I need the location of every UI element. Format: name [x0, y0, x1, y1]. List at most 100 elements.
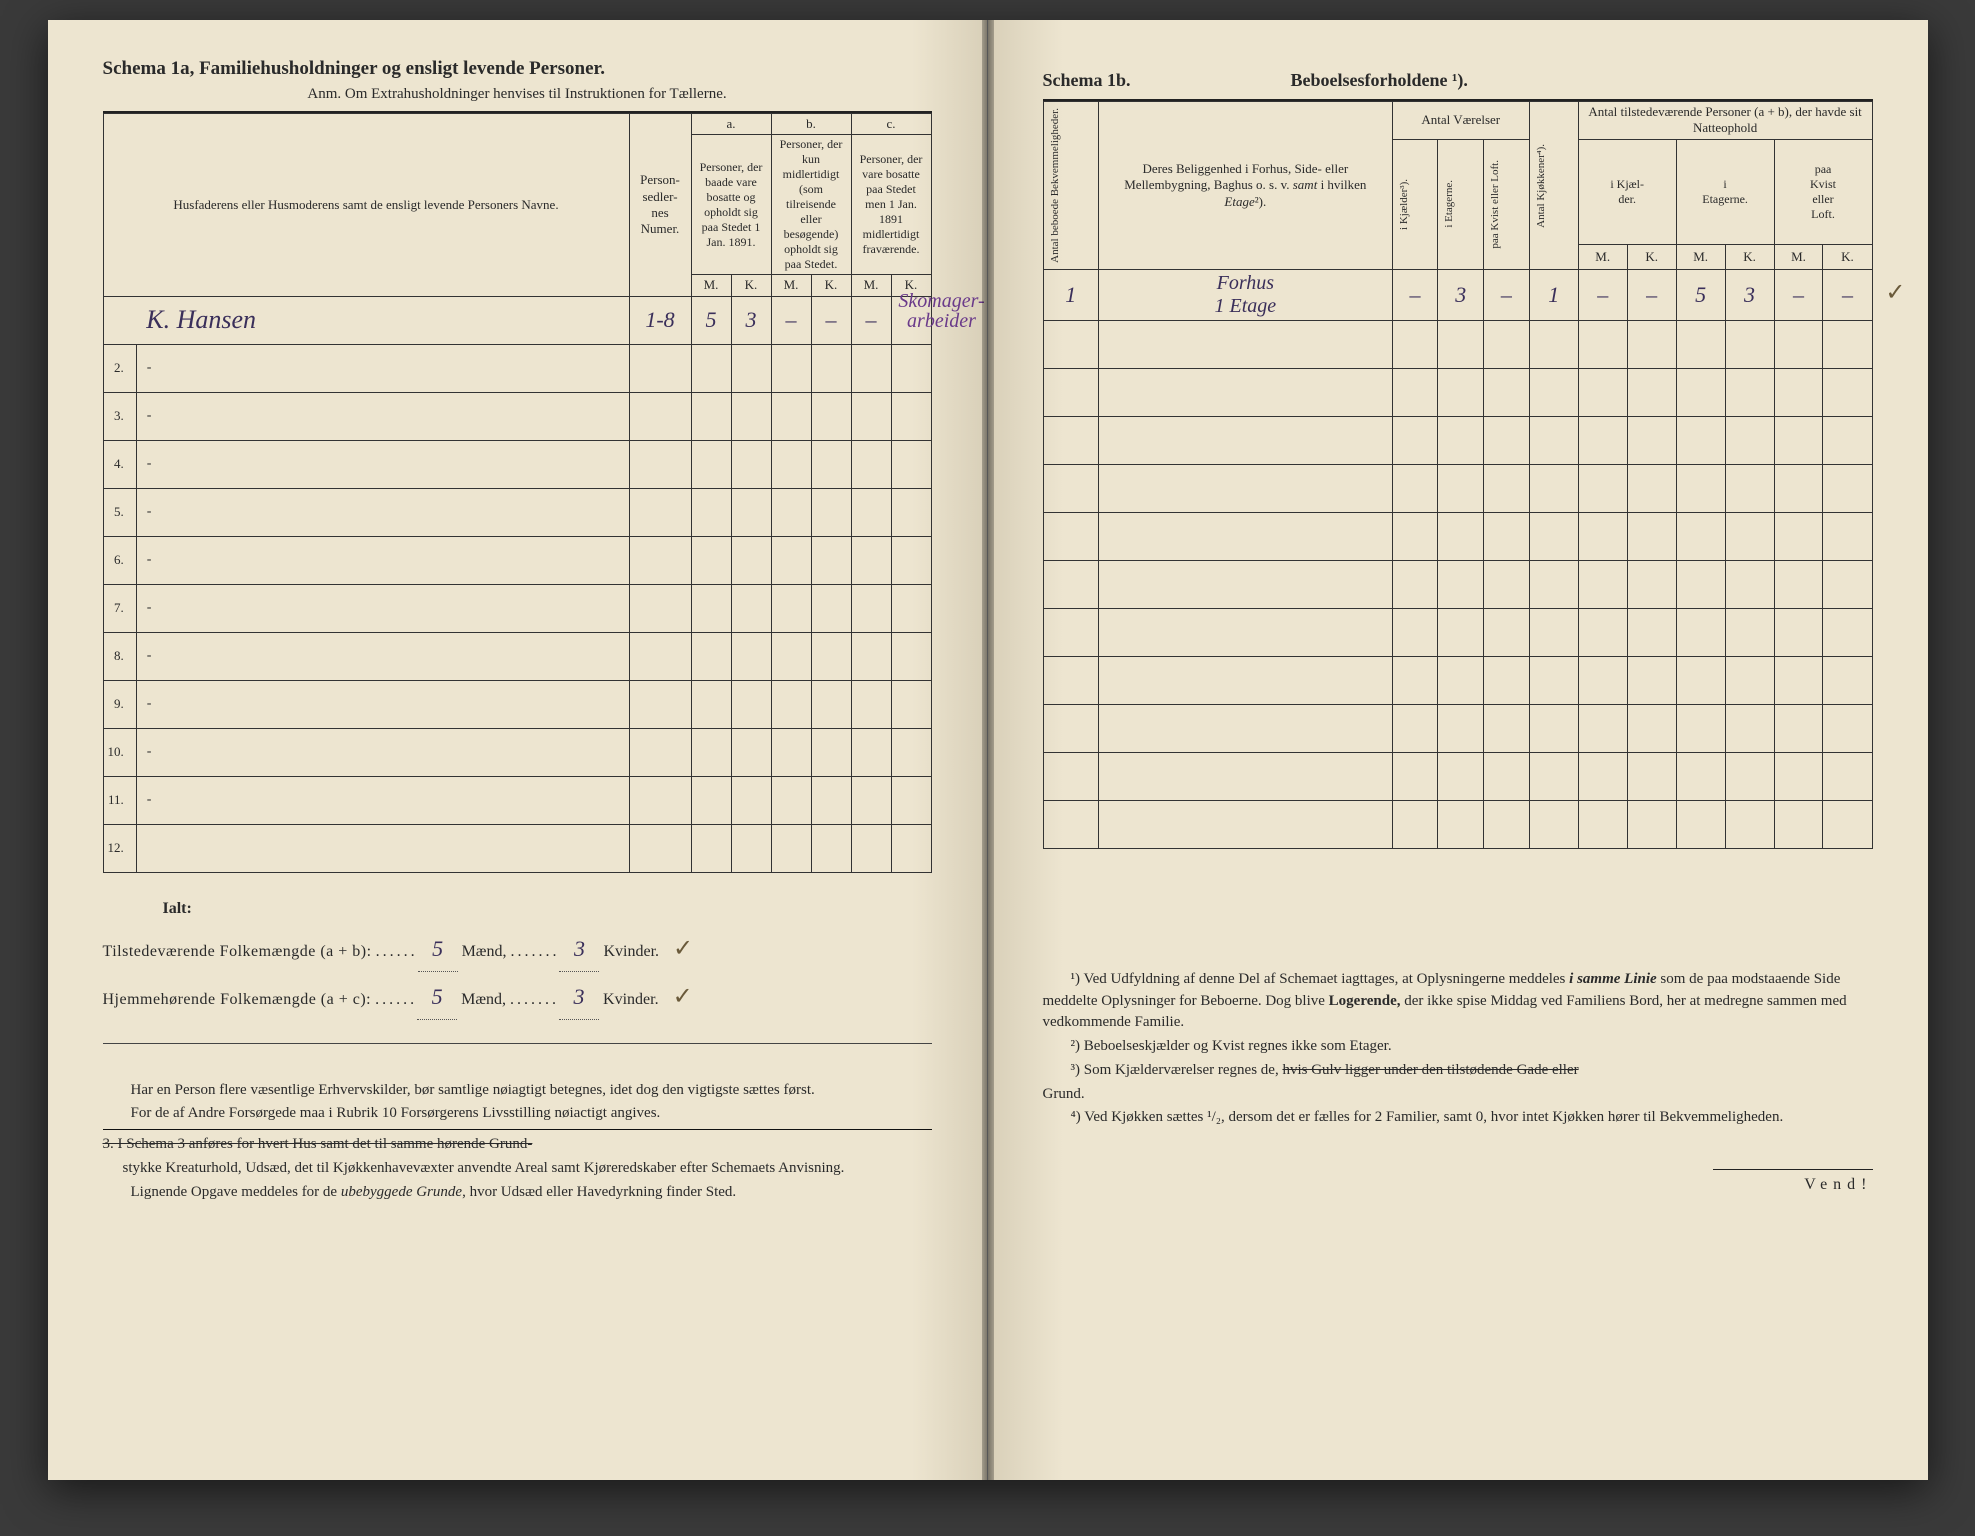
maend-label-2: Mænd,	[461, 991, 506, 1008]
tilstede-m: 5	[418, 927, 458, 972]
a-m: M.	[691, 275, 731, 296]
table-row: 9.-	[103, 680, 931, 728]
col-n-kj: i Kjæl- der.	[1578, 139, 1676, 244]
table-row	[1043, 704, 1872, 752]
b-m: M.	[771, 275, 811, 296]
checkmark-icon: ✓	[673, 973, 693, 1021]
table-row: 1 Forhus 1 Etage – 3 – 1 – – 5 3 – – ✓	[1043, 269, 1872, 320]
foot-p3a: 3. I Schema 3 anføres for hvert Hus samt…	[103, 1136, 533, 1152]
table-row: 3.-	[103, 392, 931, 440]
table-row: 5.-	[103, 488, 931, 536]
vend-label: Vend!	[1713, 1169, 1873, 1194]
right-table: Antal beboede Bekvemmeligheder. Deres Be…	[1043, 101, 1873, 849]
kvinder-label: Kvinder.	[603, 943, 659, 960]
foot-p1: Har en Person flere væsentlige Erhvervsk…	[103, 1080, 932, 1102]
hw-nek: 3	[1744, 282, 1755, 307]
rule	[103, 1043, 932, 1044]
table-row	[1043, 752, 1872, 800]
col-c-letter: c.	[851, 114, 931, 135]
hjemme-k: 3	[559, 975, 599, 1020]
mk: K.	[1627, 244, 1676, 269]
b-k: K.	[811, 275, 851, 296]
col-v-kv: paa Kvist eller Loft.	[1488, 156, 1502, 253]
foot-p2: For de af Andre Forsørgede maa i Rubrik …	[103, 1103, 932, 1125]
totals-block: Ialt: Tilstedeværende Folkemængde (a + b…	[103, 893, 932, 1021]
col-b-desc: Personer, der kun midlertidigt (som tilr…	[771, 135, 851, 275]
hw-name: K. Hansen	[146, 305, 256, 334]
table-row: 8.-	[103, 632, 931, 680]
table-row	[1043, 800, 1872, 848]
table-row	[1043, 464, 1872, 512]
hw-bm: –	[786, 307, 797, 332]
col-n-kv: paa Kvist eller Loft.	[1774, 139, 1872, 244]
hw-am: 5	[706, 307, 717, 332]
left-subtitle: Anm. Om Extrahusholdninger henvises til …	[103, 86, 932, 103]
mk: M.	[1578, 244, 1627, 269]
hw-nkm: –	[1597, 282, 1608, 307]
right-footnotes: ¹) Ved Udfyldning af denne Del af Schema…	[1043, 969, 1873, 1129]
col-numer: Person- sedler- nes Numer.	[629, 114, 691, 297]
table-row: 6.-	[103, 536, 931, 584]
col-v-kj: i Kjælder³).	[1397, 175, 1411, 234]
hw-belig: Forhus 1 Etage	[1215, 272, 1277, 317]
table-row: 12.	[103, 824, 931, 872]
foot-p3b: stykke Kreaturhold, Udsæd, det til Kjøkk…	[103, 1158, 932, 1180]
col-a-letter: a.	[691, 114, 771, 135]
kvinder-label-2: Kvinder.	[603, 991, 659, 1008]
note-3b: Grund.	[1043, 1084, 1873, 1106]
right-title-a: Schema 1b.	[1043, 70, 1131, 91]
checkmark-icon: ✓	[1885, 278, 1905, 307]
hw-nem: 5	[1695, 282, 1706, 307]
table-row	[1043, 608, 1872, 656]
checkmark-icon: ✓	[673, 925, 693, 973]
table-row: 4.-	[103, 440, 931, 488]
note-1: ¹) Ved Udfyldning af denne Del af Schema…	[1043, 969, 1873, 1034]
left-page: Schema 1a, Familiehusholdninger og ensli…	[48, 20, 988, 1480]
col-n-et: i Etagerne.	[1676, 139, 1774, 244]
hw-bk: –	[826, 307, 837, 332]
hw-kk: 1	[1548, 282, 1559, 307]
table-row	[1043, 368, 1872, 416]
mk: K.	[1823, 244, 1872, 269]
left-title: Schema 1a, Familiehusholdninger og ensli…	[103, 58, 932, 80]
table-row: 2.-	[103, 344, 931, 392]
table-row	[1043, 416, 1872, 464]
hw-nkvk: –	[1842, 282, 1853, 307]
note-3a: ³) Som Kjælderværelser regnes de, hvis G…	[1043, 1060, 1873, 1082]
census-book-spread: Schema 1a, Familiehusholdninger og ensli…	[48, 20, 1928, 1480]
col-b-letter: b.	[771, 114, 851, 135]
mk: K.	[1725, 244, 1774, 269]
left-footnotes: Har en Person flere væsentlige Erhvervsk…	[103, 1080, 932, 1204]
col-vaerelser: Antal Værelser	[1392, 102, 1529, 140]
hjemme-m: 5	[417, 975, 457, 1020]
a-k: K.	[731, 275, 771, 296]
col-a-desc: Personer, der baade vare bosatte og opho…	[691, 135, 771, 275]
hw-kj: –	[1410, 282, 1421, 307]
col-belig: Deres Beliggenhed i Forhus, Side- eller …	[1098, 102, 1392, 270]
col-bekv: Antal beboede Bekvemmeligheder.	[1048, 104, 1062, 267]
table-row	[1043, 512, 1872, 560]
right-title-b: Beboelsesforholdene ¹).	[1291, 70, 1468, 91]
mk: M.	[1676, 244, 1725, 269]
table-row: K. Hansen 1-8 5 3 – – – Skomager- arbeid…	[103, 296, 931, 344]
ialt-label: Ialt:	[103, 893, 932, 925]
table-row	[1043, 656, 1872, 704]
hw-ak: 3	[746, 307, 757, 332]
book-spine	[982, 20, 994, 1480]
col-kjokken: Antal Kjøkkener⁴).	[1534, 140, 1548, 232]
table-row	[1043, 320, 1872, 368]
hw-et: 3	[1455, 282, 1466, 307]
hw-nkvm: –	[1793, 282, 1804, 307]
table-row: 11.-	[103, 776, 931, 824]
hjemme-label: Hjemmehørende Folkemængde (a + c):	[103, 991, 372, 1008]
note-2: ²) Beboelseskjælder og Kvist regnes ikke…	[1043, 1036, 1873, 1058]
foot-p4: Lignende Opgave meddeles for de ubebygge…	[103, 1182, 932, 1204]
tilstede-label: Tilstedeværende Folkemængde (a + b):	[103, 943, 372, 960]
left-table: Husfaderens eller Husmoderens samt de en…	[103, 113, 932, 873]
table-row: 7.-	[103, 584, 931, 632]
col-names: Husfaderens eller Husmoderens samt de en…	[103, 114, 629, 297]
col-c-desc: Personer, der vare bosatte paa Stedet me…	[851, 135, 931, 275]
mk: M.	[1774, 244, 1823, 269]
table-row: 10.-	[103, 728, 931, 776]
col-natt-head: Antal tilstedeværende Personer (a + b), …	[1578, 102, 1872, 140]
